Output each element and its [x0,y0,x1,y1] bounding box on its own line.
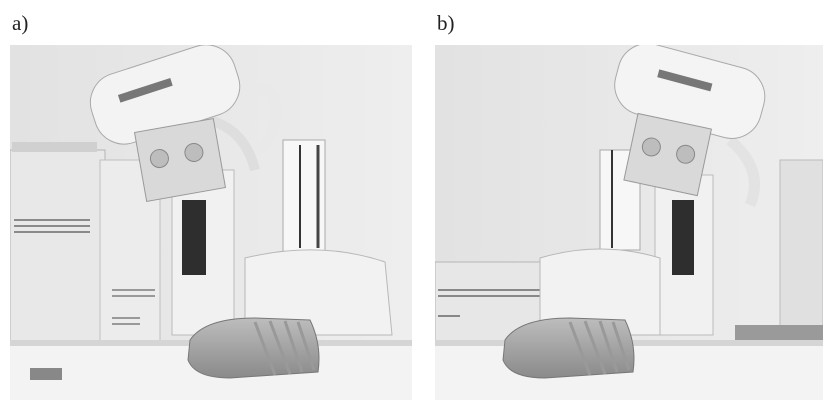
photo [10,37,412,400]
photo [435,37,823,400]
panel-label: b) [437,11,455,35]
figure: a) b) [0,0,823,400]
panel-label: a) [12,11,28,35]
page: a) b) [0,0,823,400]
